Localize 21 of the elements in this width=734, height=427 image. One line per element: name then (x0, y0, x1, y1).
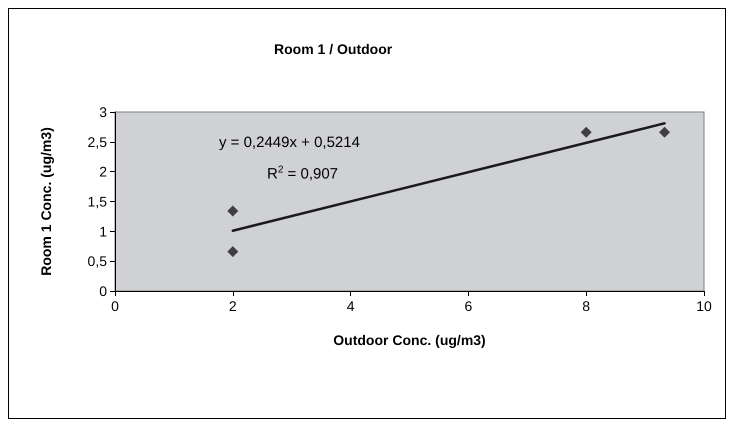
annotation: y = 0,2449x + 0,5214 (219, 134, 360, 151)
y-tick-label: 1 (99, 223, 108, 240)
point (227, 206, 238, 217)
y-tick-label: 0 (99, 283, 108, 299)
point (227, 246, 238, 258)
point (580, 126, 592, 138)
y-tick-label: 2,5 (88, 134, 108, 150)
x-tick-label: 2 (228, 298, 237, 314)
y-tick-label: 2 (99, 164, 108, 180)
x-tick-label: 8 (582, 298, 590, 314)
y-tick-label: 3 (99, 104, 108, 120)
point (659, 126, 670, 138)
x-tick-label: 6 (464, 298, 472, 314)
y-tick-label: 0,5 (88, 253, 108, 270)
y-tick-label: 1,5 (88, 194, 108, 210)
chart-title: Room 1 / Outdoor (274, 41, 393, 57)
y-axis-title: Room 1 Conc. (ug/m3) (38, 127, 54, 276)
x-tick-label: 10 (696, 298, 712, 314)
x-tick-label: 0 (111, 298, 120, 314)
x-axis-title: Outdoor Conc. (ug/m3) (333, 332, 486, 348)
x-tick-label: 4 (346, 298, 355, 314)
